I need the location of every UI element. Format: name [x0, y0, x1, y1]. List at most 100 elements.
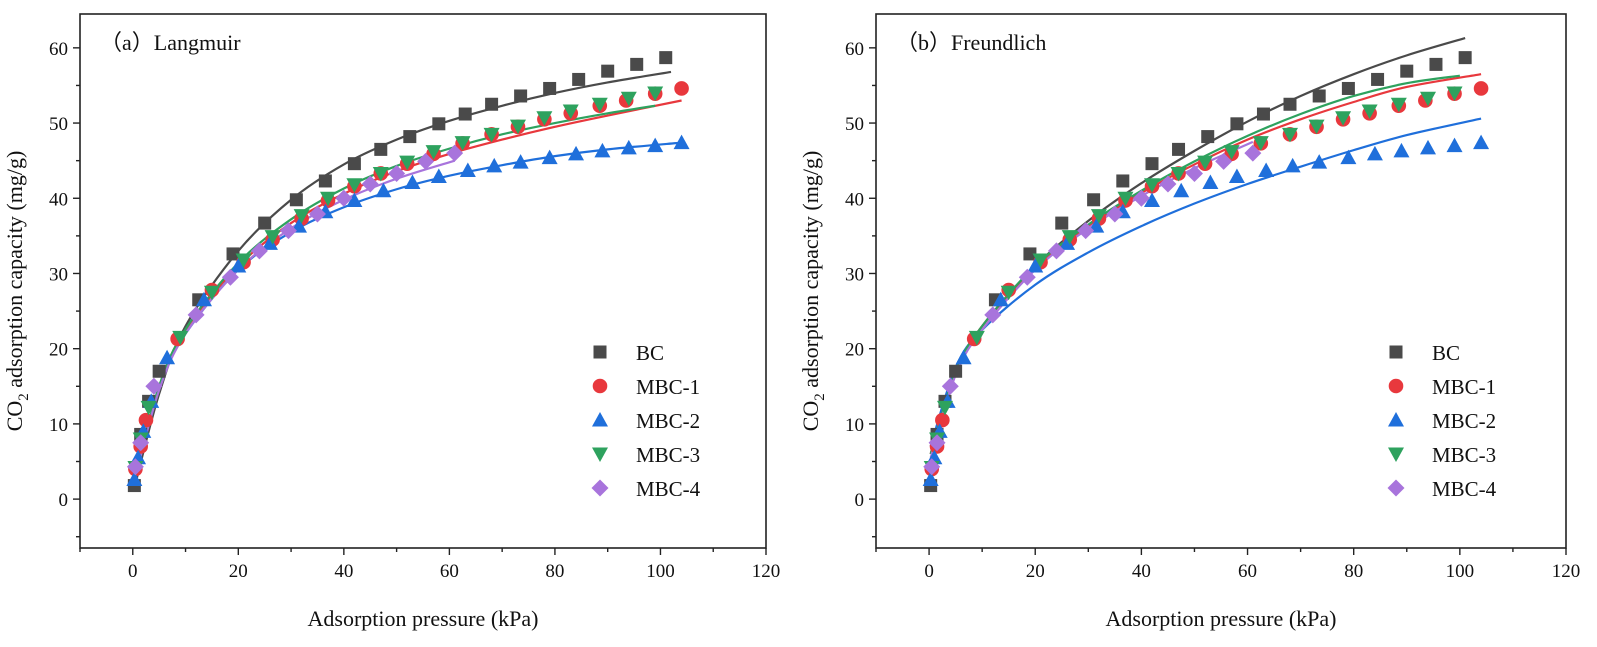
data-point	[196, 291, 213, 307]
legend-marker-mbc-3	[592, 447, 608, 462]
x-tick-label: 20	[229, 561, 248, 582]
data-point	[485, 97, 499, 111]
legend-label: MBC-4	[636, 477, 701, 501]
legend-marker-mbc-4	[1387, 479, 1405, 497]
data-point	[318, 174, 332, 188]
data-point	[1458, 51, 1472, 65]
data-point	[984, 306, 1002, 324]
data-point	[1215, 152, 1233, 170]
panel-title: （b）Freundlich	[896, 30, 1046, 55]
data-point	[1244, 144, 1262, 162]
y-tick-label: 10	[49, 415, 68, 436]
data-point	[1145, 157, 1159, 171]
legend-label: BC	[636, 341, 664, 365]
legend-marker-bc	[593, 345, 607, 359]
data-point	[221, 268, 239, 286]
data-point	[647, 86, 664, 101]
data-point	[1090, 209, 1107, 224]
data-point	[293, 209, 310, 224]
data-point	[1283, 97, 1297, 111]
data-point	[620, 139, 637, 155]
data-point	[454, 136, 471, 151]
x-tick-label: 20	[1026, 561, 1045, 582]
legend: BC MBC-1 MBC-2 MBC-3 MBC-4	[1387, 341, 1497, 501]
legend-marker-mbc-4	[591, 479, 609, 497]
legend-label: MBC-1	[636, 375, 700, 399]
legend-label: MBC-1	[1432, 375, 1496, 399]
data-point	[1000, 285, 1017, 301]
data-point	[430, 168, 447, 183]
data-point	[1106, 205, 1124, 223]
data-point	[404, 174, 421, 189]
data-point	[1197, 155, 1214, 171]
fit-curve-bc	[133, 70, 672, 489]
panel-a: 0 20 40 60 80 100 120 0 10 20 30 40 50 60 Adsorption p…	[2, 13, 780, 631]
data-point	[568, 145, 585, 161]
legend-marker-mbc-2	[1388, 412, 1404, 427]
series-mbc-4	[126, 144, 464, 476]
data-point	[279, 222, 297, 240]
data-point	[230, 257, 247, 273]
data-point	[159, 349, 176, 365]
x-axis-title: Adsorption pressure (kPa)	[308, 606, 539, 631]
data-point	[1256, 107, 1270, 121]
data-point	[1282, 127, 1298, 143]
data-point	[1258, 162, 1275, 177]
x-tick-label: 40	[334, 561, 353, 582]
data-point	[1116, 174, 1130, 188]
y-axis-title-subscript: 2	[812, 393, 828, 401]
data-point	[1144, 192, 1160, 208]
panel-b: 0 20 40 60 80 100 120 0 10 20 30 40 50 60 Adsorption p…	[798, 13, 1580, 631]
data-point	[601, 64, 615, 78]
y-tick-label: 30	[49, 264, 68, 285]
plot-frame	[79, 13, 767, 549]
data-point	[372, 166, 389, 182]
data-point	[1252, 136, 1269, 151]
x-tick-label: 40	[1132, 561, 1151, 582]
data-point	[1144, 178, 1160, 193]
data-point	[1061, 230, 1078, 245]
data-point	[1340, 149, 1357, 165]
data-point	[1202, 174, 1219, 189]
data-point	[1027, 257, 1044, 273]
y-tick-label: 60	[845, 39, 864, 60]
legend: BC MBC-1 MBC-2 MBC-3 MBC-4	[591, 341, 701, 501]
data-point	[1077, 222, 1095, 240]
y-tick-label: 40	[49, 189, 68, 210]
data-point	[1446, 137, 1463, 153]
data-point	[562, 104, 579, 120]
data-point	[1390, 97, 1407, 113]
data-point	[514, 89, 528, 103]
y-axis-title-rest: adsorption capacity (mg/g)	[2, 151, 27, 394]
y-tick-label: 50	[49, 114, 68, 135]
data-point	[1393, 142, 1410, 158]
y-tick-label: 40	[845, 189, 864, 210]
data-point	[949, 364, 963, 378]
data-point	[132, 434, 150, 452]
data-point	[1308, 119, 1325, 135]
y-tick-label: 10	[845, 415, 864, 436]
data-point	[458, 107, 472, 121]
x-tick-label: 80	[1344, 561, 1363, 582]
data-point	[235, 253, 252, 268]
x-tick-label: 60	[1238, 561, 1257, 582]
legend-label: MBC-3	[1432, 443, 1496, 467]
data-point	[388, 164, 406, 182]
data-point	[1059, 235, 1076, 250]
data-point	[1361, 104, 1378, 120]
fit-curve-mbc-4	[929, 140, 1254, 459]
data-point	[1087, 193, 1101, 207]
data-point	[1185, 164, 1203, 182]
legend-label: MBC-2	[1432, 409, 1496, 433]
data-point	[1284, 157, 1301, 173]
y-axis-title-main: CO	[2, 401, 27, 432]
data-point	[968, 330, 985, 346]
legend-marker-mbc-1	[592, 378, 608, 394]
data-point	[1400, 64, 1414, 78]
data-point	[1230, 117, 1244, 131]
panel-title: （a）Langmuir	[100, 30, 241, 55]
data-point	[483, 127, 500, 143]
data-point	[594, 142, 611, 158]
data-point	[1055, 216, 1069, 230]
data-point	[673, 134, 690, 150]
